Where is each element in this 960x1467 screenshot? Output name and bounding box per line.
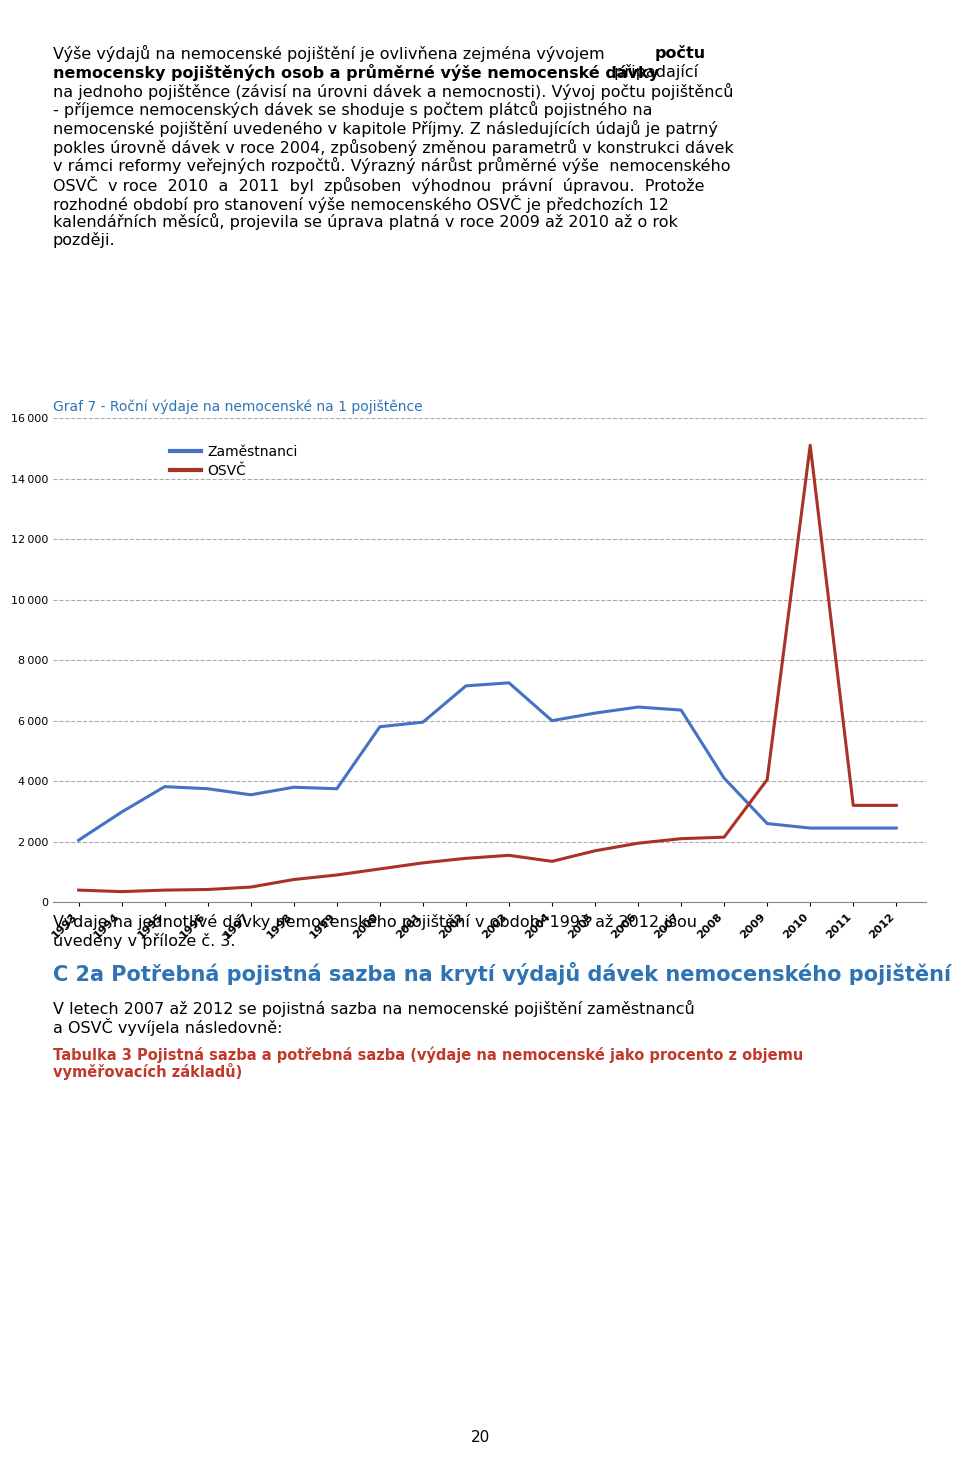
- Line: OSVČ: OSVČ: [79, 446, 897, 892]
- Text: nemocenské pojištění uvedeného v kapitole Příjmy. Z následujících údajů je patrn: nemocenské pojištění uvedeného v kapitol…: [53, 120, 718, 136]
- Text: později.: později.: [53, 232, 115, 248]
- OSVČ: [159, 882, 171, 899]
- Zaměstnanci: [159, 778, 171, 795]
- OSVČ: [331, 866, 343, 883]
- Legend: Zaměstnanci, OSVČ: Zaměstnanci, OSVČ: [164, 440, 303, 484]
- Text: Tabulka 3 Pojistná sazba a potřebná sazba (výdaje na nemocenské jako procento z : Tabulka 3 Pojistná sazba a potřebná sazb…: [53, 1046, 804, 1062]
- Zaměstnanci: [374, 717, 386, 735]
- Text: a OSVČ vyvíjela následovně:: a OSVČ vyvíjela následovně:: [53, 1018, 282, 1036]
- Zaměstnanci: [202, 780, 213, 798]
- Zaměstnanci: [546, 711, 558, 729]
- OSVČ: [589, 842, 601, 860]
- Zaměstnanci: [245, 786, 256, 804]
- Zaměstnanci: [675, 701, 686, 719]
- Text: C 2a Potřebná pojistná sazba na krytí výdajů dávek nemocenského pojištění: C 2a Potřebná pojistná sazba na krytí vý…: [53, 962, 951, 986]
- Zaměstnanci: [116, 804, 128, 822]
- Text: Graf 7 - Roční výdaje na nemocenské na 1 pojištěnce: Graf 7 - Roční výdaje na nemocenské na 1…: [53, 399, 422, 414]
- Text: kalendářních měsíců, projevila se úprava platná v roce 2009 až 2010 až o rok: kalendářních měsíců, projevila se úprava…: [53, 213, 678, 230]
- OSVČ: [546, 852, 558, 870]
- Text: 20: 20: [470, 1430, 490, 1445]
- Text: v rámci reformy veřejných rozpočtů. Výrazný nárůst průměrné výše  nemocenského: v rámci reformy veřejných rozpočtů. Výra…: [53, 157, 731, 175]
- OSVČ: [245, 879, 256, 896]
- Text: - příjemce nemocenských dávek se shoduje s počtem plátců pojistného na: - příjemce nemocenských dávek se shoduje…: [53, 101, 652, 119]
- OSVČ: [718, 829, 730, 846]
- Zaměstnanci: [761, 814, 773, 832]
- OSVČ: [73, 882, 84, 899]
- Zaměstnanci: [891, 819, 902, 836]
- Zaměstnanci: [288, 779, 300, 797]
- Zaměstnanci: [418, 713, 429, 731]
- Zaměstnanci: [503, 673, 515, 691]
- Text: Výdaje na jednotlivé dávky nemocenského pojištění v období 1993 až 2012 jsou: Výdaje na jednotlivé dávky nemocenského …: [53, 914, 697, 930]
- Text: na jednoho pojištěnce (závisí na úrovni dávek a nemocnosti). Vývoj počtu pojiště: na jednoho pojištěnce (závisí na úrovni …: [53, 82, 733, 100]
- OSVČ: [804, 437, 816, 455]
- Zaměstnanci: [848, 819, 859, 836]
- Zaměstnanci: [589, 704, 601, 722]
- Text: vyměřovacích základů): vyměřovacích základů): [53, 1064, 242, 1080]
- OSVČ: [891, 797, 902, 814]
- OSVČ: [288, 871, 300, 889]
- Text: uvedeny v příloze č. 3.: uvedeny v příloze č. 3.: [53, 933, 235, 949]
- OSVČ: [460, 849, 471, 867]
- OSVČ: [633, 835, 644, 852]
- Text: počtu: počtu: [655, 45, 706, 62]
- Text: připadající: připadající: [609, 65, 698, 81]
- OSVČ: [116, 883, 128, 901]
- OSVČ: [848, 797, 859, 814]
- OSVČ: [675, 830, 686, 848]
- Text: Výše výdajů na nemocenské pojištění je ovlivňena zejména vývojem: Výše výdajů na nemocenské pojištění je o…: [53, 45, 610, 63]
- Text: V letech 2007 až 2012 se pojistná sazba na nemocenské pojištění zaměstnanců: V letech 2007 až 2012 se pojistná sazba …: [53, 999, 694, 1017]
- Text: nemocensky pojištěných osob a průměrné výše nemocenské dávky: nemocensky pojištěných osob a průměrné v…: [53, 65, 659, 81]
- OSVČ: [503, 846, 515, 864]
- Zaměstnanci: [73, 832, 84, 849]
- Text: OSVČ  v roce  2010  a  2011  byl  způsoben  výhodnou  právní  úpravou.  Protože: OSVČ v roce 2010 a 2011 byl způsoben výh…: [53, 176, 705, 194]
- OSVČ: [761, 770, 773, 788]
- Line: Zaměstnanci: Zaměstnanci: [79, 682, 897, 841]
- Zaměstnanci: [460, 678, 471, 695]
- OSVČ: [202, 880, 213, 898]
- Text: pokles úrovně dávek v roce 2004, způsobený změnou parametrů v konstrukci dávek: pokles úrovně dávek v roce 2004, způsobe…: [53, 138, 733, 156]
- Zaměstnanci: [633, 698, 644, 716]
- OSVČ: [418, 854, 429, 871]
- Zaměstnanci: [331, 780, 343, 798]
- Zaměstnanci: [804, 819, 816, 836]
- OSVČ: [374, 860, 386, 877]
- Text: rozhodné období pro stanovení výše nemocenského OSVČ je předchozích 12: rozhodné období pro stanovení výše nemoc…: [53, 195, 669, 213]
- Zaměstnanci: [718, 769, 730, 786]
